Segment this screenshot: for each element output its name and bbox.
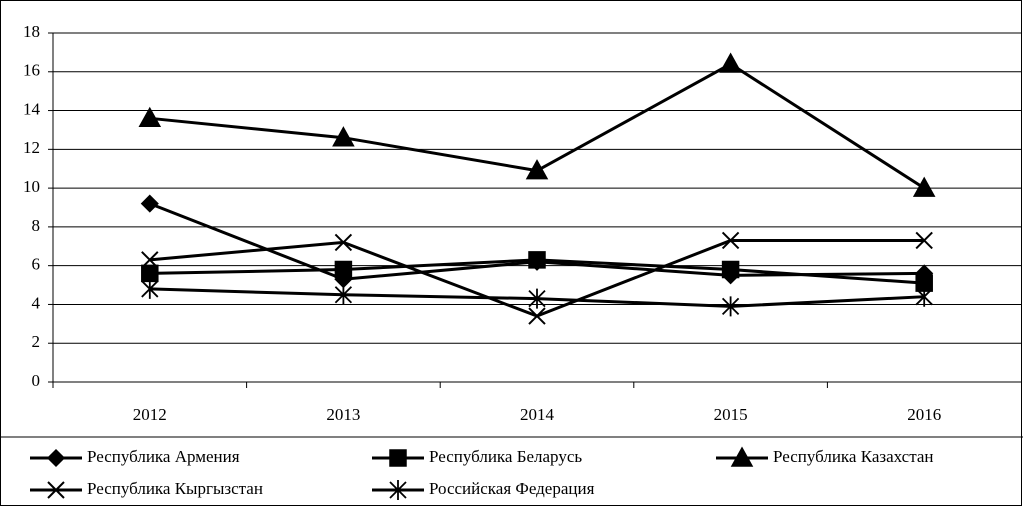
point-marker	[915, 286, 933, 307]
x-tick-label: 2014	[520, 405, 555, 424]
legend-label: Республика Беларусь	[429, 447, 582, 466]
y-tick-label: 4	[32, 293, 41, 312]
point-marker	[721, 260, 740, 279]
y-tick-label: 2	[32, 332, 41, 351]
point-marker	[528, 307, 546, 325]
x-tick-label: 2012	[133, 405, 167, 424]
legend-label: Республика Армения	[87, 447, 240, 466]
y-tick-label: 10	[23, 177, 40, 196]
point-marker	[528, 251, 546, 269]
point-marker	[141, 251, 159, 269]
point-marker	[528, 288, 546, 309]
legend-marker	[389, 480, 407, 500]
y-tick-label: 12	[23, 138, 40, 157]
point-marker	[334, 284, 353, 305]
point-marker	[912, 176, 936, 197]
y-tick-label: 0	[32, 371, 41, 390]
point-marker	[719, 52, 742, 73]
y-tick-label: 16	[23, 61, 40, 80]
point-marker	[140, 194, 159, 213]
point-marker	[915, 231, 933, 250]
point-marker	[334, 260, 353, 279]
y-tick-label: 8	[32, 216, 41, 235]
point-marker	[141, 278, 159, 299]
legend-marker	[46, 448, 66, 468]
legend-label: Российская Федерация	[429, 479, 595, 498]
y-tick-label: 18	[23, 22, 40, 41]
point-marker	[334, 233, 353, 252]
x-tick-label: 2016	[907, 405, 941, 424]
legend-marker	[389, 449, 407, 467]
legend-label: Республика Кыргызстан	[87, 479, 263, 498]
point-marker	[138, 106, 162, 128]
x-tick-label: 2015	[714, 405, 748, 424]
point-marker	[721, 296, 740, 317]
legend-marker	[730, 446, 754, 467]
point-marker	[915, 274, 933, 292]
legend-label: Республика Казахстан	[773, 447, 933, 466]
point-marker	[332, 126, 355, 147]
x-tick-label: 2013	[326, 405, 360, 424]
y-tick-label: 14	[23, 99, 41, 118]
y-tick-label: 6	[32, 255, 41, 274]
point-marker	[525, 159, 549, 180]
point-marker	[721, 231, 740, 250]
legend-marker	[47, 481, 65, 499]
